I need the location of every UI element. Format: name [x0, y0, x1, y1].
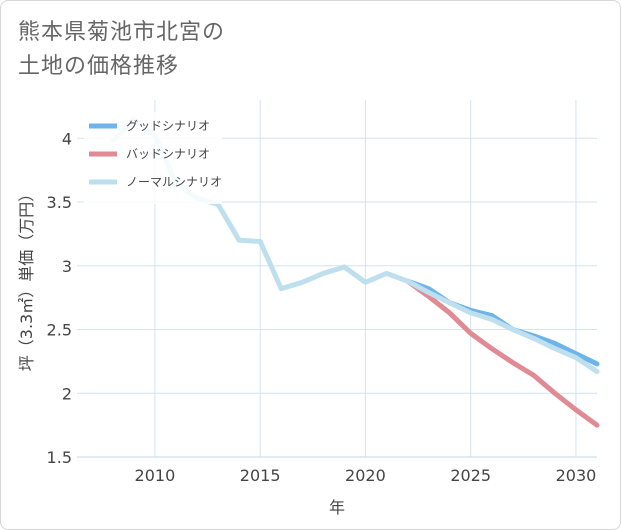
y-tick-label: 1.5: [47, 448, 72, 467]
legend-label: グッドシナリオ: [126, 119, 210, 133]
x-tick-label: 2010: [135, 466, 176, 485]
y-tick-label: 4: [62, 129, 72, 148]
chart-title: 熊本県菊池市北宮の 土地の価格推移: [18, 16, 225, 84]
y-tick-label: 2: [62, 384, 72, 403]
y-tick-label: 2.5: [47, 321, 72, 340]
series-line-1: [405, 278, 600, 428]
x-axis-title: 年: [329, 498, 345, 517]
x-tick-label: 2025: [450, 466, 491, 485]
legend-label: バッドシナリオ: [126, 147, 210, 161]
x-tick-label: 2020: [345, 466, 386, 485]
x-tick-label: 2030: [556, 466, 597, 485]
y-tick-label: 3: [62, 257, 72, 276]
y-tick-label: 3.5: [47, 193, 72, 212]
x-tick-label: 2015: [240, 466, 281, 485]
y-axis-title: 坪（3.3㎡）単価（万円）: [17, 186, 36, 371]
legend-label: ノーマルシナリオ: [126, 175, 222, 189]
chart-title-line-2: 土地の価格推移: [18, 54, 180, 79]
chart-title-line-1: 熊本県菊池市北宮の: [18, 20, 226, 45]
axes: 2010 2015 2020 2025 2030 1.5 2 2.5 3 3.5 4: [47, 129, 597, 485]
